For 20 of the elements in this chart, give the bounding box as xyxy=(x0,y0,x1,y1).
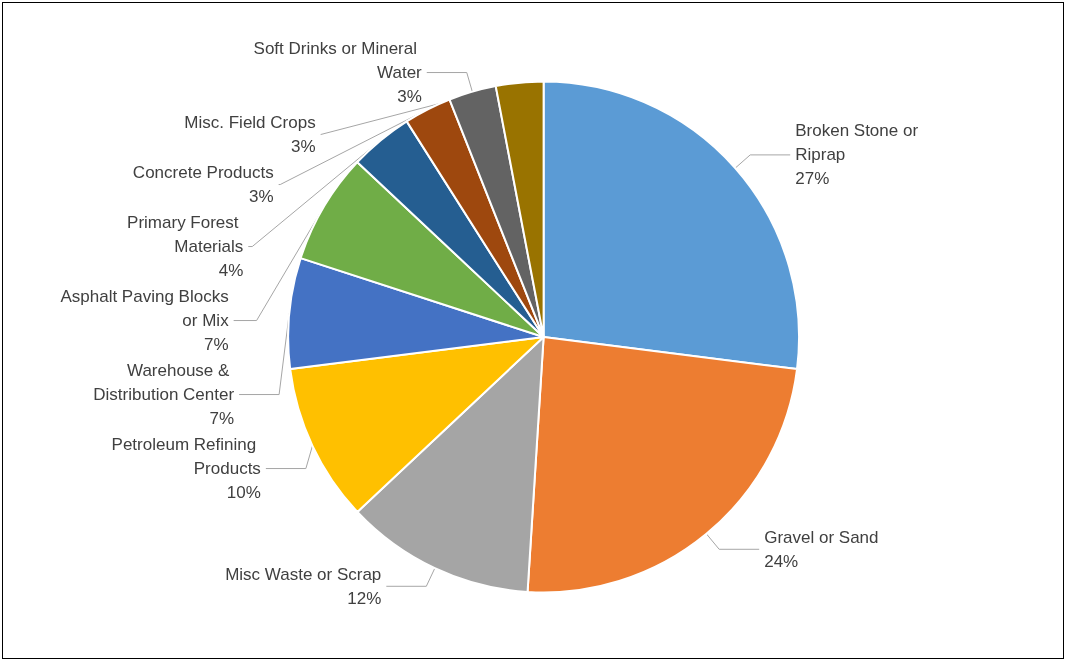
data-label: 3% xyxy=(397,87,422,107)
slice-label: Broken Stone or Riprap xyxy=(795,121,923,165)
data-label: 10% xyxy=(226,483,261,503)
data-label: 4% xyxy=(218,261,244,281)
data-label: 27% xyxy=(795,169,830,189)
data-label: 7% xyxy=(204,335,229,355)
slice-label: Concrete Products xyxy=(132,163,274,183)
slice-label: Asphalt Paving Blocks or Mix xyxy=(60,287,230,331)
data-label: 7% xyxy=(209,409,235,429)
data-label: 12% xyxy=(347,588,382,608)
slice-label: Warehouse & Distribution Center xyxy=(93,361,235,405)
slice-label: Misc Waste or Scrap xyxy=(225,564,382,584)
slice-label: Soft Drinks or Mineral Water xyxy=(253,39,423,83)
slice-label: Misc. Field Crops xyxy=(184,113,316,133)
data-label: 3% xyxy=(249,187,274,207)
data-label: 24% xyxy=(764,551,799,571)
slice-label: Petroleum Refining Products xyxy=(111,435,261,479)
data-label: 3% xyxy=(291,137,316,157)
slice-label: Gravel or Sand xyxy=(764,527,879,547)
slice-label: Primary Forest Materials xyxy=(127,213,244,257)
